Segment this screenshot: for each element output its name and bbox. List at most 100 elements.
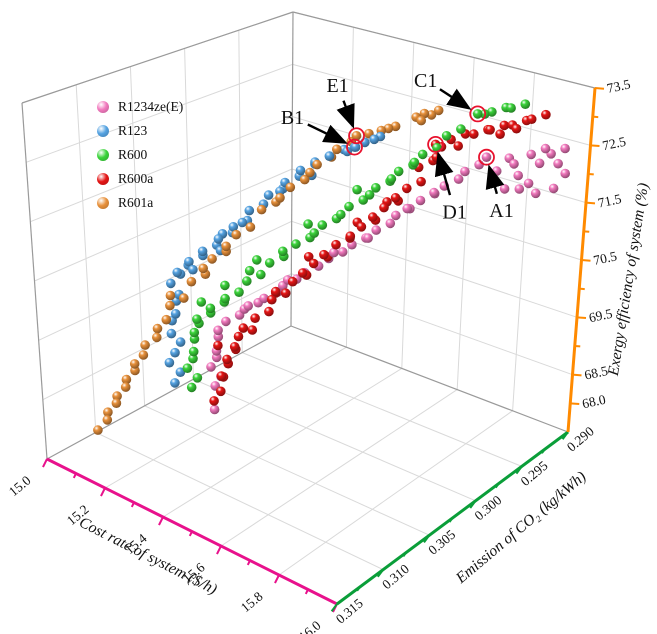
grid-line-z-leftwall — [38, 220, 292, 341]
legend-item-r600a: R600a — [97, 167, 183, 191]
data-point — [207, 254, 217, 264]
annotation-label: E1 — [326, 75, 348, 97]
legend-item-label: R600a — [118, 171, 154, 186]
data-point — [234, 287, 244, 298]
data-point — [209, 404, 220, 415]
series-marker-icon — [97, 125, 109, 137]
data-point — [221, 316, 231, 327]
points-layer — [93, 99, 570, 435]
x-axis-major-tick — [274, 574, 280, 584]
data-point — [263, 190, 274, 200]
data-point — [363, 233, 373, 243]
y-axis-tick-label: 0.300 — [472, 492, 505, 523]
data-point — [526, 114, 537, 124]
data-point — [332, 144, 342, 155]
grid-line-y-leftwall — [129, 66, 146, 406]
grid-line-y-floor — [95, 431, 384, 571]
data-point — [560, 168, 570, 179]
data-point — [184, 256, 194, 267]
data-point — [530, 188, 541, 199]
grid-line-x-backwall — [512, 72, 536, 411]
data-point — [179, 293, 189, 303]
x-axis-tick-label: 15.0 — [6, 472, 34, 499]
grid-line-z-backwall — [292, 63, 591, 146]
grid-line-y-floor — [193, 378, 476, 502]
data-point — [264, 306, 274, 317]
data-point — [351, 131, 362, 141]
data-point — [383, 123, 394, 134]
y-axis-major-tick — [330, 603, 338, 612]
data-point — [472, 109, 483, 119]
data-point — [364, 190, 375, 200]
data-point — [469, 129, 479, 139]
annotation-circle — [469, 105, 487, 123]
data-point — [166, 328, 177, 339]
data-point — [460, 166, 470, 177]
data-point — [220, 280, 230, 291]
y-axis-tick-label: 0.310 — [379, 561, 412, 592]
data-point — [485, 125, 495, 135]
y-axis-major-tick — [561, 431, 569, 440]
y-axis-major-tick — [515, 465, 523, 475]
data-point — [213, 340, 223, 351]
legend-item-label: R600 — [118, 147, 148, 162]
data-point — [426, 110, 437, 120]
z-axis-major-tick — [585, 201, 596, 205]
data-point — [129, 359, 140, 369]
data-point — [188, 346, 199, 357]
data-point — [285, 182, 296, 193]
data-point — [312, 159, 322, 170]
data-point — [170, 378, 180, 388]
data-point — [324, 151, 335, 161]
y-axis-tick-label: 0.305 — [425, 527, 458, 558]
y-axis-minor-tick — [356, 586, 361, 592]
data-point — [513, 170, 523, 181]
data-point — [506, 103, 516, 113]
grid-line-y-floor — [144, 405, 430, 536]
data-point — [231, 229, 241, 240]
data-point — [161, 314, 172, 325]
data-point — [303, 219, 313, 229]
data-point — [402, 183, 412, 194]
series-marker-icon — [97, 149, 109, 161]
data-point — [175, 367, 186, 378]
data-point — [541, 109, 551, 120]
annotations-layer: B1 E1 C1 D1 A1 — [281, 70, 514, 223]
data-point — [186, 382, 197, 393]
data-point — [409, 157, 420, 168]
x-axis-minor-tick — [130, 502, 135, 508]
data-point — [102, 415, 113, 425]
data-point — [275, 193, 285, 203]
y-axis-minor-tick — [402, 551, 408, 558]
z-axis-title: Exergy efficiency of system (%) — [605, 182, 652, 378]
data-point — [416, 115, 427, 126]
data-point — [344, 201, 354, 212]
data-point — [228, 222, 239, 232]
data-point — [198, 263, 208, 274]
data-point — [192, 373, 203, 383]
data-point — [250, 313, 260, 324]
data-point — [368, 212, 378, 222]
legend-item-r600: R600 — [97, 143, 183, 167]
data-point — [474, 159, 484, 170]
data-point — [371, 225, 382, 235]
data-point — [560, 143, 570, 154]
data-point — [393, 166, 404, 177]
annotation-label: C1 — [414, 70, 437, 92]
grid-line-x-floor — [278, 410, 513, 576]
grid-line-z-leftwall — [34, 168, 293, 282]
data-point — [111, 398, 122, 409]
data-point — [175, 337, 186, 347]
z-axis-tick-label: 70.5 — [592, 248, 618, 268]
data-point — [352, 184, 362, 195]
data-point — [441, 131, 452, 141]
series-marker-icon — [97, 197, 109, 209]
z-axis-tick-label: 68.0 — [581, 392, 607, 412]
y-axis-title: Emission of CO₂ (kg/kWh) — [452, 468, 590, 587]
data-point — [297, 268, 308, 278]
data-point — [213, 325, 223, 336]
data-point — [358, 195, 369, 205]
data-point — [121, 374, 132, 385]
data-point — [548, 183, 559, 194]
